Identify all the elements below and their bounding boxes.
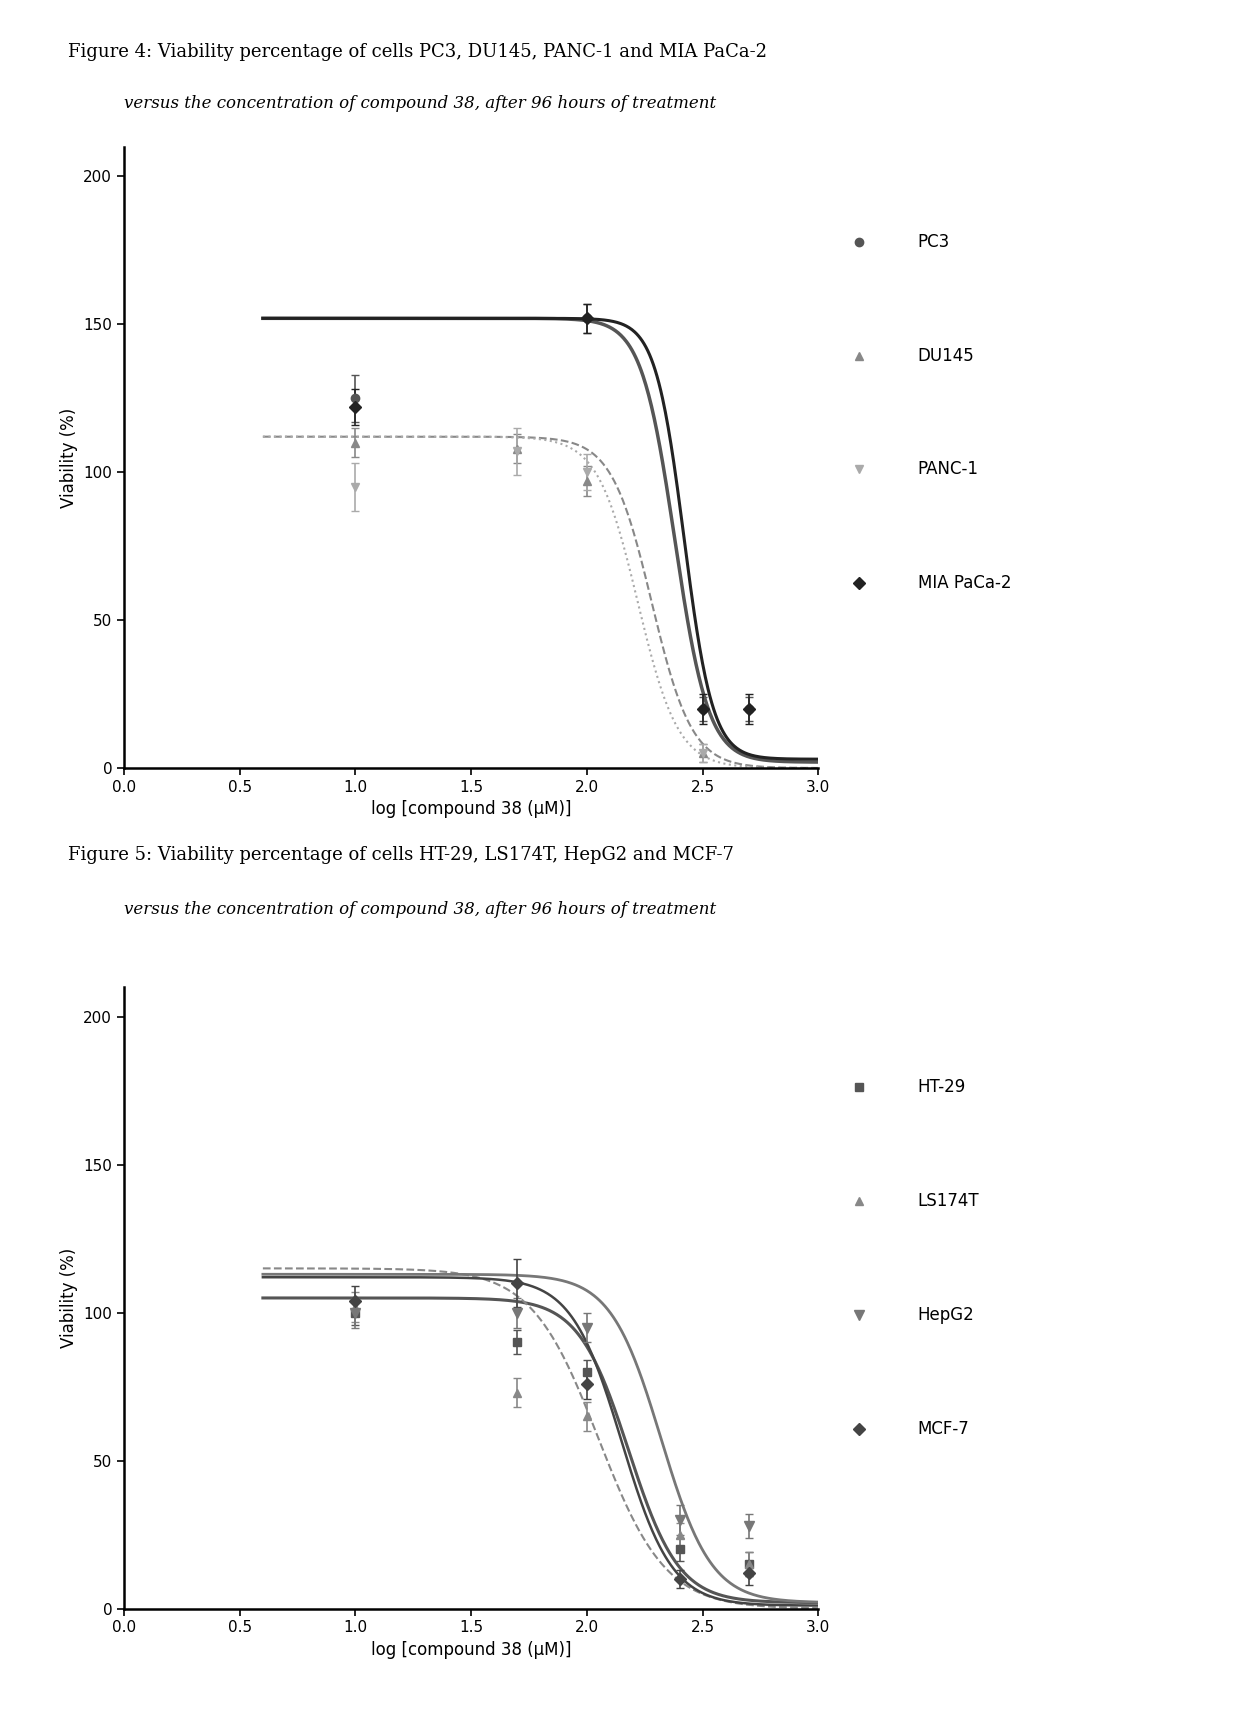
X-axis label: log [compound 38 (μM)]: log [compound 38 (μM)] — [371, 1641, 572, 1659]
Text: DU145: DU145 — [918, 347, 975, 364]
Text: HT-29: HT-29 — [918, 1079, 966, 1096]
Y-axis label: Viability (%): Viability (%) — [60, 1248, 78, 1348]
Text: versus the concentration of compound 38, after 96 hours of treatment: versus the concentration of compound 38,… — [124, 901, 717, 918]
Text: PANC-1: PANC-1 — [918, 461, 978, 478]
Text: versus the concentration of compound 38, after 96 hours of treatment: versus the concentration of compound 38,… — [124, 95, 717, 112]
X-axis label: log [compound 38 (μM)]: log [compound 38 (μM)] — [371, 801, 572, 818]
Y-axis label: Viability (%): Viability (%) — [60, 407, 78, 507]
Text: Figure 5: Viability percentage of cells HT-29, LS174T, HepG2 and MCF-7: Figure 5: Viability percentage of cells … — [68, 846, 734, 863]
Text: PC3: PC3 — [918, 233, 950, 250]
Text: LS174T: LS174T — [918, 1193, 980, 1210]
Text: MIA PaCa-2: MIA PaCa-2 — [918, 575, 1011, 592]
Text: Figure 4: Viability percentage of cells PC3, DU145, PANC-1 and MIA PaCa-2: Figure 4: Viability percentage of cells … — [68, 43, 768, 60]
Text: HepG2: HepG2 — [918, 1307, 975, 1324]
Text: MCF-7: MCF-7 — [918, 1420, 970, 1438]
